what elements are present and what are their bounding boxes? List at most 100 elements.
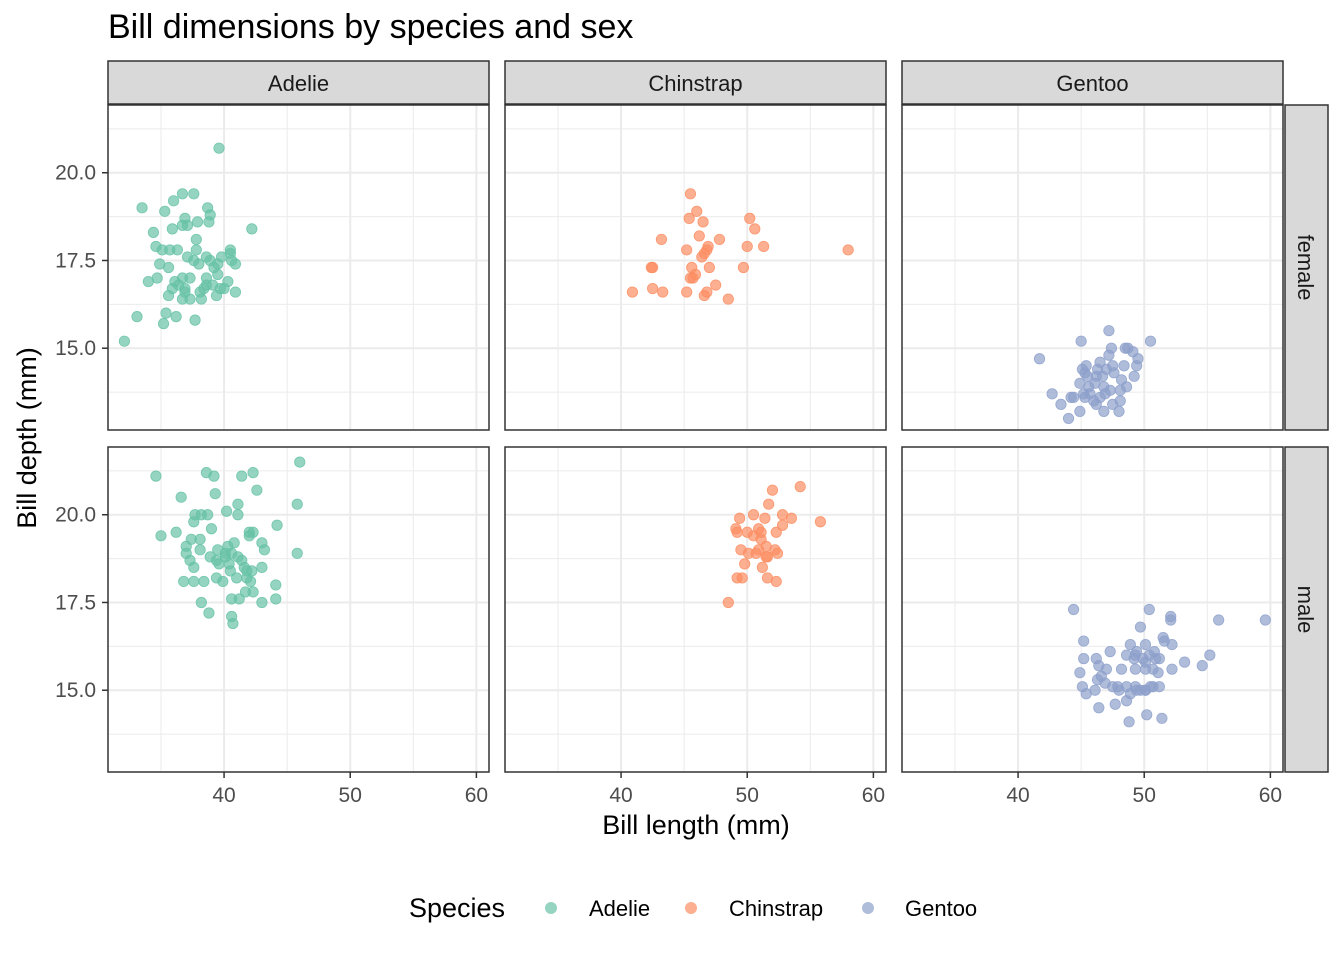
panel-gentoo-female [901, 104, 1284, 431]
data-point [258, 544, 271, 556]
panel-adelie-female [107, 104, 490, 431]
panel-border [504, 104, 887, 431]
data-point [227, 617, 239, 630]
data-point [1078, 635, 1090, 647]
data-point [210, 289, 223, 302]
data-point [188, 575, 200, 588]
data-point [756, 561, 768, 573]
data-point [247, 586, 259, 598]
data-point [247, 467, 259, 479]
data-point [251, 484, 263, 496]
data-point [223, 558, 235, 570]
data-point [246, 223, 258, 235]
data-point [213, 558, 225, 570]
data-point [842, 244, 854, 256]
data-point [1165, 614, 1177, 626]
y-tick-label: 20.0 [55, 504, 96, 527]
data-point [159, 205, 171, 217]
legend-title: Species [409, 893, 505, 923]
data-point [170, 526, 182, 538]
data-point [168, 195, 180, 207]
data-point [703, 261, 715, 274]
data-point [1067, 391, 1080, 403]
data-point [232, 498, 244, 510]
data-point [205, 523, 218, 535]
panel-border [901, 104, 1284, 431]
data-point [696, 251, 708, 263]
data-point [229, 286, 242, 298]
data-point [1128, 653, 1140, 665]
data-point [179, 286, 191, 298]
x-axis-title: Bill length (mm) [602, 810, 790, 840]
strip-background [1284, 446, 1329, 773]
panel-adelie-male [107, 446, 490, 773]
data-point [1112, 681, 1124, 693]
data-point [1124, 638, 1136, 651]
strip-label: Gentoo [1056, 71, 1128, 96]
data-point [176, 188, 189, 200]
data-point [224, 244, 236, 256]
data-point [190, 244, 202, 256]
y-tick-label: 17.5 [55, 249, 96, 272]
data-point [294, 456, 306, 468]
x-tick-label: 50 [1133, 784, 1156, 807]
legend-label: Chinstrap [729, 896, 823, 921]
data-point [291, 547, 303, 559]
data-point [1109, 698, 1121, 710]
strip-label: male [1293, 586, 1318, 634]
data-point [226, 593, 238, 605]
data-point [1128, 370, 1140, 382]
x-tick-label: 50 [736, 784, 759, 807]
data-point [713, 233, 726, 246]
x-tick-label: 60 [465, 784, 488, 807]
data-point [749, 223, 761, 235]
data-point [1139, 638, 1152, 651]
data-point [191, 216, 204, 228]
strip-label: Chinstrap [648, 71, 742, 96]
data-point [758, 240, 770, 253]
data-point [232, 509, 244, 521]
data-point [256, 596, 268, 609]
data-point [1141, 709, 1153, 721]
facet-panels [107, 104, 1284, 773]
data-point [710, 279, 722, 291]
data-point [759, 512, 771, 524]
panel-border [901, 446, 1284, 773]
x-tick-label: 40 [1006, 784, 1029, 807]
y-tick-label: 17.5 [55, 591, 96, 614]
data-point [291, 498, 303, 510]
data-point [212, 268, 224, 281]
data-point [1114, 384, 1126, 396]
data-point [270, 579, 282, 591]
data-point [189, 314, 201, 326]
data-point [244, 575, 257, 588]
data-point [229, 258, 242, 270]
legend-label: Adelie [589, 896, 650, 921]
data-point [1144, 335, 1157, 347]
facet-column-strips: Adelie Chinstrap Gentoo [107, 60, 1284, 105]
x-tick-label: 40 [212, 784, 235, 807]
data-point [771, 547, 784, 559]
data-point [1089, 684, 1101, 696]
data-point [155, 530, 167, 542]
data-point [160, 307, 172, 319]
data-point [188, 188, 200, 200]
y-axes: 15.0 17.5 20.0 15.0 17.5 20.0 [55, 162, 108, 702]
data-point [213, 142, 225, 154]
data-point [198, 282, 210, 295]
data-point [1120, 695, 1133, 707]
data-point [1213, 614, 1225, 626]
strip-adelie: Adelie [107, 60, 490, 105]
x-tick-label: 40 [609, 784, 632, 807]
panel-background [108, 447, 489, 772]
strip-gentoo: Gentoo [901, 60, 1284, 105]
data-point [1152, 667, 1164, 679]
data-point [178, 575, 190, 588]
data-point [151, 272, 163, 284]
x-tick-label: 60 [1259, 784, 1282, 807]
data-point [136, 202, 148, 214]
data-point [147, 226, 160, 239]
data-point [1114, 395, 1126, 407]
panel-chinstrap-female [504, 104, 887, 431]
data-point [736, 572, 748, 584]
